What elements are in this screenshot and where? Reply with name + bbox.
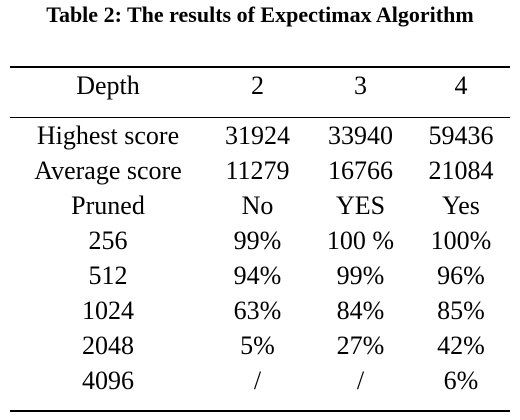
row-label: Pruned bbox=[71, 191, 145, 220]
table-cell: 11279 bbox=[225, 156, 290, 185]
table-cell: 63% bbox=[233, 296, 282, 325]
table-cell: No bbox=[241, 191, 274, 220]
table-cell: 21084 bbox=[428, 156, 494, 185]
table-row: 4096 / / 6% bbox=[10, 363, 510, 398]
table-row: 256 99% 100 % 100% bbox=[10, 223, 510, 258]
row-label: 4096 bbox=[82, 366, 134, 395]
header-cell-depth-3: 3 bbox=[354, 71, 367, 100]
table-header-row: Depth 2 3 4 bbox=[10, 68, 510, 103]
results-table: Depth 2 3 4 Highest score 31924 33940 59… bbox=[10, 68, 510, 398]
table-caption: Table 2: The results of Expectimax Algor… bbox=[46, 2, 474, 27]
table-row: 2048 5% 27% 42% bbox=[10, 328, 510, 363]
header-cell-depth: Depth bbox=[76, 71, 140, 100]
table-cell: 31924 bbox=[225, 121, 290, 150]
row-label: Highest score bbox=[36, 121, 180, 150]
table-cell: 6% bbox=[443, 366, 479, 395]
table-row: 512 94% 99% 96% bbox=[10, 258, 510, 293]
table-cell: 99% bbox=[233, 226, 282, 255]
table-cell: 27% bbox=[336, 331, 385, 360]
table-cell: 85% bbox=[437, 296, 485, 325]
row-label: 2048 bbox=[82, 331, 134, 360]
table-cell: 84% bbox=[336, 296, 385, 325]
table-bottom-rule bbox=[10, 410, 510, 412]
table-cell: 42% bbox=[437, 331, 485, 360]
table-row: Average score 11279 16766 21084 bbox=[10, 153, 510, 188]
table-cell: 59436 bbox=[428, 121, 494, 150]
table-cell: 96% bbox=[437, 261, 485, 290]
table-row: Highest score 31924 33940 59436 bbox=[10, 118, 510, 153]
table-row: 1024 63% 84% 85% bbox=[10, 293, 510, 328]
table-cell: 33940 bbox=[328, 121, 393, 150]
header-cell-depth-4: 4 bbox=[454, 71, 468, 100]
table-cell: 5% bbox=[240, 331, 275, 360]
table-cell: 100% bbox=[430, 226, 492, 255]
table-cell: 16766 bbox=[328, 156, 393, 185]
table-cell: / bbox=[356, 366, 365, 395]
row-label: 512 bbox=[88, 261, 128, 290]
table-cell: YES bbox=[335, 191, 386, 220]
table-header-rule bbox=[10, 117, 510, 118]
header-cell-depth-2: 2 bbox=[251, 71, 264, 100]
row-label: Average score bbox=[34, 156, 182, 185]
table-cell: 99% bbox=[336, 261, 385, 290]
table-cell: Yes bbox=[442, 191, 480, 220]
table-top-rule bbox=[10, 66, 510, 68]
row-label: 256 bbox=[88, 226, 128, 255]
table-cell: 94% bbox=[233, 261, 282, 290]
table-row: Pruned No YES Yes bbox=[10, 188, 510, 223]
table-header-spacer bbox=[10, 103, 510, 118]
row-label: 1024 bbox=[82, 296, 134, 325]
table-cell: / bbox=[253, 366, 262, 395]
table-cell: 100 % bbox=[326, 226, 395, 255]
